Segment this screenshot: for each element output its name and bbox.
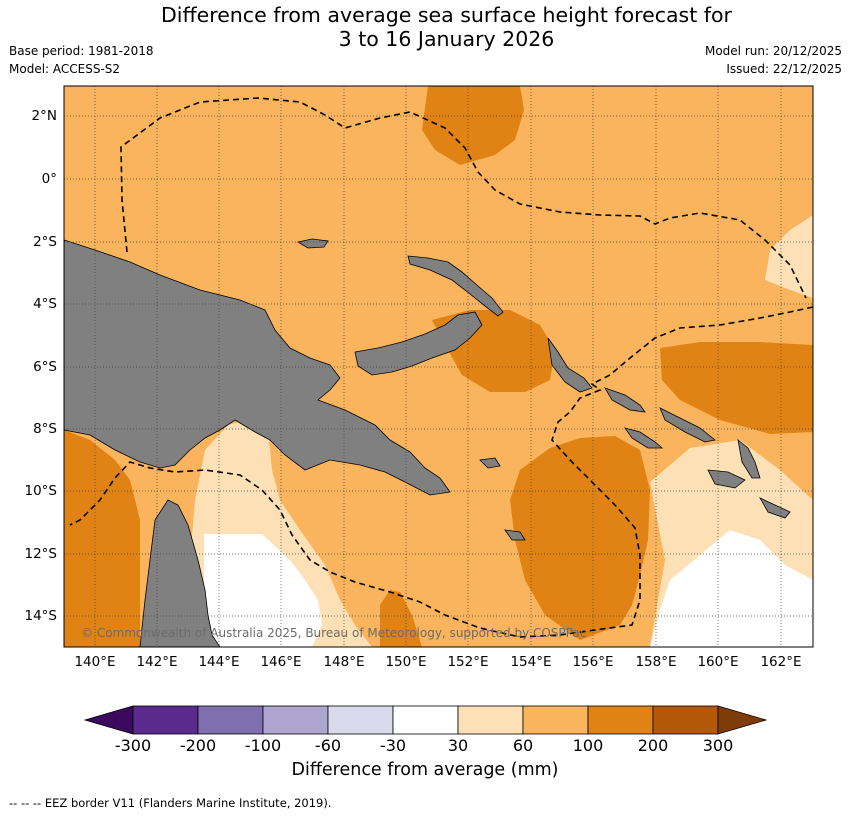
eez-legend: -- -- -- EEZ border V11 (Flanders Marine… (9, 796, 332, 810)
model-name: Model: ACCESS-S2 (9, 62, 121, 76)
model-run: Model run: 20/12/2025 (704, 44, 842, 58)
lat-label-0: 0° (41, 171, 57, 187)
lat-label-12s: 12°S (24, 546, 58, 562)
contour-100-200-north (422, 86, 524, 165)
lon-label-160e: 160°E (697, 654, 739, 670)
colorbar-swatch-2 (197, 705, 264, 735)
colorbar-swatch-5 (392, 705, 459, 735)
lon-label-140e: 140°E (74, 654, 116, 670)
colorbar-tick: -200 (179, 736, 217, 755)
colorbar-tick: 200 (637, 736, 669, 755)
map-frame (63, 85, 814, 648)
land-solomons-4 (737, 439, 761, 479)
colorbar-swatch-9 (652, 705, 719, 735)
colorbar-tick: -60 (314, 736, 342, 755)
copyright-notice: © Commonwealth of Australia 2025, Bureau… (81, 626, 587, 640)
land-solomons-3 (624, 427, 664, 449)
colorbar (83, 705, 768, 735)
land-solomons-5 (707, 469, 746, 489)
eez-border (69, 97, 813, 638)
colorbar-tick: -100 (244, 736, 282, 755)
colorbar-swatch-4 (327, 705, 394, 735)
contour-100-200-small (380, 590, 422, 647)
lon-label-142e: 142°E (136, 654, 178, 670)
land-solomons-2 (659, 407, 716, 443)
land-solomons-1 (604, 387, 646, 413)
eez-legend-text: EEZ border V11 (Flanders Marine Institut… (44, 796, 332, 810)
graticule (64, 86, 813, 647)
land-new-britain (354, 311, 483, 376)
colorbar-tick: -300 (114, 736, 152, 755)
eez-legend-marker: -- -- -- (9, 796, 42, 810)
map-title: Difference from average sea surface heig… (0, 3, 850, 51)
base-period: Base period: 1981-2018 (9, 44, 154, 58)
lat-label-2n: 2°N (31, 108, 57, 124)
colorbar-extend-high (717, 705, 768, 735)
lat-label-14s: 14°S (24, 608, 58, 624)
contour-neutral-southwest (204, 534, 322, 647)
colorbar-swatch-3 (262, 705, 329, 735)
colorbar-tick: 60 (512, 736, 534, 755)
colorbar-extend-low (83, 705, 134, 735)
lat-label-8s: 8°S (33, 421, 57, 437)
meta-right: Model run: 20/12/2025 Issued: 22/12/2025 (705, 42, 842, 78)
lon-label-146e: 146°E (260, 654, 302, 670)
colorbar-label: Difference from average (mm) (291, 760, 559, 780)
map-area (64, 86, 813, 647)
lon-label-158e: 158°E (635, 654, 677, 670)
colorbar-swatch-1 (132, 705, 199, 735)
lat-label-4s: 4°S (33, 296, 57, 312)
contour-100-200-east (660, 342, 813, 434)
lat-label-10s: 10°S (24, 483, 58, 499)
meta-left: Base period: 1981-2018 Model: ACCESS-S2 (9, 42, 154, 78)
lon-label-150e: 150°E (385, 654, 427, 670)
land-bougainville (547, 337, 593, 393)
lon-label-154e: 154°E (510, 654, 552, 670)
lon-label-152e: 152°E (447, 654, 489, 670)
lon-label-162e: 162°E (760, 654, 802, 670)
contour-30-60-northeast (765, 215, 813, 298)
title-line-1: Difference from average sea surface heig… (161, 3, 732, 27)
colorbar-tick: 300 (702, 736, 734, 755)
lon-label-148e: 148°E (323, 654, 365, 670)
lat-label-6s: 6°S (33, 359, 57, 375)
lat-label-2s: 2°S (33, 234, 57, 250)
lon-label-144e: 144°E (198, 654, 240, 670)
contour-neutral-southeast (650, 530, 813, 647)
colorbar-tick: 30 (447, 736, 469, 755)
contour-100-200-south (510, 436, 650, 640)
land-cape-york (139, 499, 221, 647)
contour-100-200-west (64, 430, 140, 647)
land-makira (759, 497, 791, 519)
colorbar-swatch-7 (522, 705, 589, 735)
issued-date: Issued: 22/12/2025 (726, 62, 842, 76)
colorbar-tick: 100 (572, 736, 604, 755)
land-new-ireland (407, 255, 504, 317)
title-line-2: 3 to 16 January 2026 (338, 27, 555, 51)
colorbar-swatch-6 (457, 705, 524, 735)
lon-label-156e: 156°E (572, 654, 614, 670)
land-manus (296, 238, 329, 249)
land-louisiade-2 (504, 529, 526, 541)
land-louisiade-1 (479, 457, 501, 469)
colorbar-swatch-8 (587, 705, 654, 735)
colorbar-tick: -30 (379, 736, 407, 755)
